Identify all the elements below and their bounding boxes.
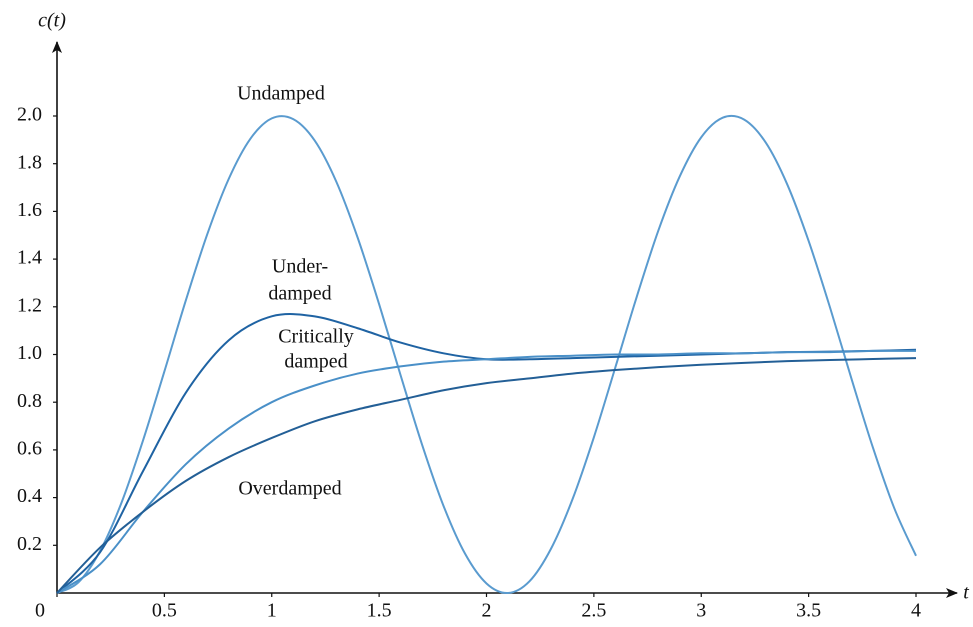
curve-label: Overdamped	[238, 478, 341, 500]
chart: c(t) t 0.2 0.4 0.6 0.8 1.0 1.2 1.4 1.6 1.8 2.0 0 0.…	[0, 0, 973, 627]
y-tick-label: 0.4	[17, 485, 42, 507]
y-tick-label: 0.2	[17, 533, 42, 555]
series-line	[57, 314, 916, 593]
y-tick-label: 1.0	[17, 342, 42, 364]
x-tick-label: 0.5	[152, 600, 177, 622]
curve-label: Undamped	[237, 83, 325, 105]
y-axis-label: c(t)	[38, 10, 66, 32]
y-tick-label: 1.2	[17, 294, 42, 316]
curve-label: damped	[268, 283, 331, 305]
y-tick-label: 2.0	[17, 104, 42, 126]
x-tick-label: 4	[911, 600, 921, 622]
curve-label: Critically	[278, 326, 354, 348]
x-tick-label: 2	[482, 600, 492, 622]
x-tick-label: 3.5	[796, 600, 821, 622]
x-tick-label: 3	[696, 600, 706, 622]
y-tick-label: 1.8	[17, 151, 42, 173]
y-tick-label: 0.6	[17, 437, 42, 459]
series-line	[57, 116, 916, 593]
series-line	[57, 351, 916, 593]
curve-label: Under-	[272, 256, 328, 278]
x-tick-label: 0	[35, 600, 45, 622]
x-tick-label: 1	[267, 600, 277, 622]
x-tick-label: 1.5	[367, 600, 392, 622]
y-tick-label: 1.6	[17, 199, 42, 221]
curve-label: damped	[284, 351, 347, 373]
x-tick-label: 2.5	[581, 600, 606, 622]
y-tick-label: 1.4	[17, 247, 42, 269]
y-tick-label: 0.8	[17, 390, 42, 412]
x-axis-label: t	[963, 582, 969, 604]
